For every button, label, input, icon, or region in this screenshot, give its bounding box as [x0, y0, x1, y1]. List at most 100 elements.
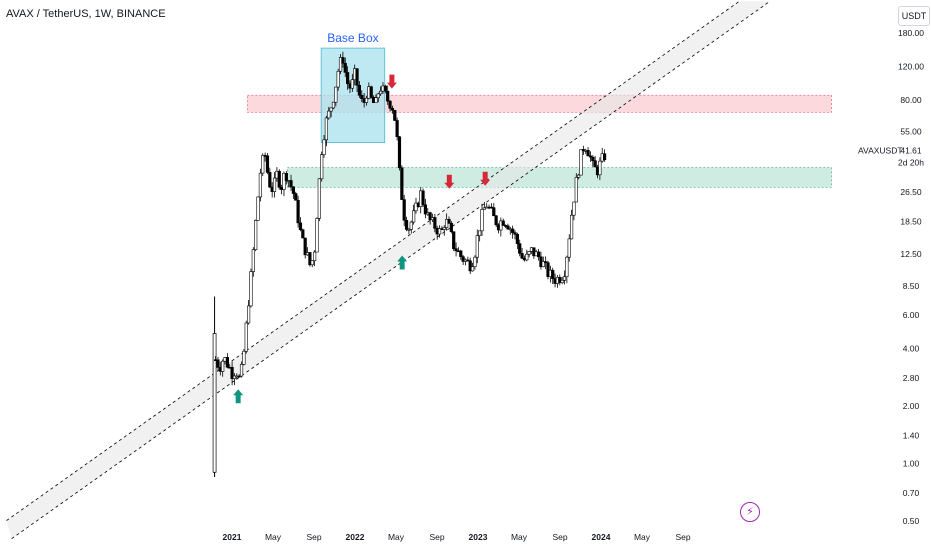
candle-down — [602, 153, 607, 161]
candle-up — [244, 322, 248, 352]
candle-up — [324, 117, 329, 141]
candle-down — [289, 180, 293, 188]
candle-down — [265, 155, 270, 173]
candle-down — [520, 253, 524, 259]
currency-button[interactable]: USDT — [898, 6, 930, 26]
candle-up — [310, 260, 314, 266]
candle-down — [386, 90, 390, 102]
candle-down — [268, 172, 272, 188]
candle-down — [383, 85, 387, 92]
candle-up — [437, 228, 442, 235]
candle-up — [331, 101, 336, 109]
candle-down — [494, 215, 498, 226]
candle-down — [360, 94, 364, 99]
lightning-bolt-icon[interactable]: ⚡︎ — [740, 502, 760, 522]
candle-up — [574, 177, 578, 203]
candle-down — [468, 260, 472, 272]
candle-down — [593, 160, 597, 168]
candle-body — [212, 333, 217, 473]
price-tick-label: 12.50 — [900, 249, 922, 259]
time-tick-label: 2021 — [223, 532, 242, 542]
candle-down — [454, 248, 458, 252]
arrow-down-icon — [386, 74, 397, 89]
time-tick-label: May — [634, 532, 651, 542]
candle-up — [572, 201, 576, 216]
candle-up — [569, 214, 574, 240]
candle-down — [506, 225, 510, 230]
candle-up — [334, 86, 338, 103]
time-tick-label: Sep — [306, 532, 321, 542]
candle-down — [447, 219, 451, 224]
candle-up — [482, 207, 486, 210]
candle-down — [492, 207, 496, 217]
candle-down — [544, 261, 548, 264]
time-tick-label: May — [265, 532, 282, 542]
candle-down — [301, 229, 305, 239]
countdown-label: 2d 20h — [898, 157, 924, 167]
price-tick-label: 55.00 — [900, 126, 922, 136]
candle-down — [588, 155, 593, 158]
price-axis: 180.00 120.00 80.00 55.00 26.50 18.50 12.50 8.5… — [858, 28, 924, 526]
candle-down — [390, 107, 395, 111]
arrows-layer — [233, 74, 491, 404]
candle-up — [258, 172, 262, 198]
candle-down — [513, 232, 517, 235]
candle-down — [466, 259, 470, 262]
price-tick-label: 0.70 — [903, 488, 920, 498]
candle-down — [536, 251, 541, 258]
candle-down — [230, 367, 234, 379]
time-tick-label: Sep — [675, 532, 690, 542]
candle-down — [277, 170, 281, 188]
price-tick-label: 80.00 — [900, 95, 922, 105]
price-tick-label: 2.00 — [903, 401, 920, 411]
candle-up — [282, 173, 286, 190]
price-tick-label: 180.00 — [898, 28, 924, 38]
candle-down — [296, 199, 300, 224]
candle-up — [251, 249, 255, 272]
candle-up — [560, 279, 564, 283]
candle-up — [470, 266, 475, 272]
candle-up — [577, 174, 581, 178]
candle-up — [409, 221, 413, 230]
candle-up — [442, 227, 446, 230]
candle-up — [254, 220, 258, 251]
candle-down — [586, 150, 590, 157]
candle-down — [346, 72, 350, 84]
candle-down — [461, 256, 465, 262]
candle-up — [232, 375, 237, 379]
candle-up — [272, 177, 277, 192]
arrow-down-icon — [480, 171, 491, 186]
arrow-down-icon — [444, 174, 455, 189]
time-tick-label: 2024 — [592, 532, 611, 542]
current-price-label: 41.61 — [900, 145, 922, 155]
channel-layer — [6, 0, 771, 540]
price-tick-label: 1.00 — [903, 459, 920, 469]
candle-up — [256, 196, 260, 221]
candle-up — [562, 276, 567, 281]
channel-fill — [6, 1, 771, 539]
channel-lower-line — [11, 0, 771, 540]
candle-down — [511, 228, 515, 233]
candle-down — [400, 167, 404, 200]
candle-down — [357, 85, 362, 96]
candle-up — [320, 154, 324, 180]
candle-up — [221, 360, 225, 372]
candle-up — [313, 251, 317, 262]
candle-down — [393, 110, 397, 121]
time-tick-label: May — [388, 532, 405, 542]
candle-down — [225, 357, 229, 368]
candle-up — [336, 70, 340, 88]
candle-up — [317, 178, 321, 219]
candle-up — [598, 160, 602, 176]
candle-down — [433, 217, 437, 229]
candle-down — [449, 222, 453, 232]
candle-down — [452, 231, 456, 249]
price-tick-label: 2.80 — [903, 373, 920, 383]
candle-up — [242, 350, 246, 365]
symbol-title: AVAX / TetherUS, 1W, BINANCE — [6, 8, 166, 20]
symbol-label: AVAXUSDT — [858, 145, 903, 155]
candle-up — [350, 79, 354, 89]
candle-down — [546, 262, 550, 277]
